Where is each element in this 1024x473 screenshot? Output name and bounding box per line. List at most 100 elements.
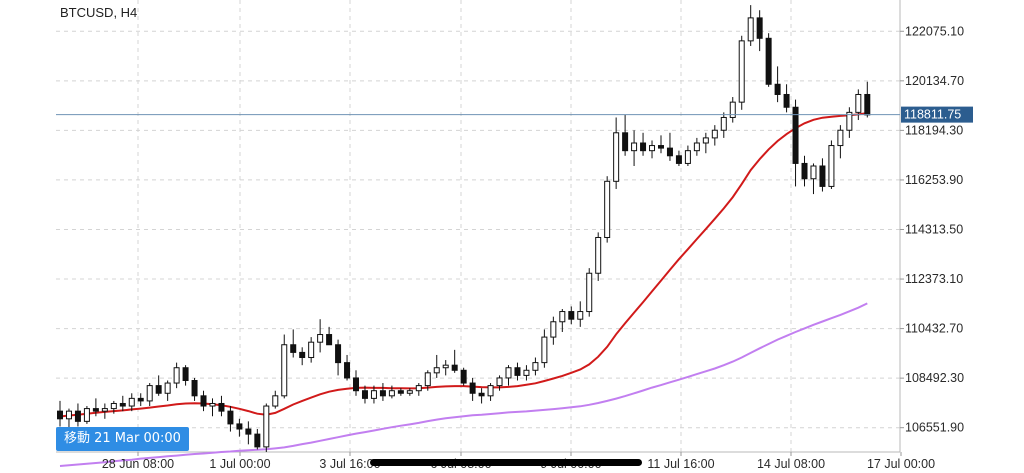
candle-body xyxy=(83,408,90,422)
candle xyxy=(568,306,575,325)
candle xyxy=(209,398,216,417)
candle-body xyxy=(693,142,700,152)
candle xyxy=(388,385,395,399)
candle xyxy=(110,400,117,414)
candle-body xyxy=(532,362,539,371)
candle xyxy=(828,140,835,189)
candle xyxy=(846,107,853,138)
candle xyxy=(514,362,521,381)
candle-body xyxy=(173,367,180,384)
candle-body xyxy=(738,40,745,103)
candle xyxy=(541,329,548,368)
candles-series xyxy=(57,5,871,452)
candle xyxy=(604,176,611,243)
candle-body xyxy=(792,106,799,164)
candle xyxy=(801,155,808,187)
candle-body xyxy=(657,145,664,149)
goto-date-badge[interactable]: 移動 21 Mar 00:00 xyxy=(56,427,189,451)
price-axis[interactable]: 122075.10 120134.70 118194.30 116253.90 1143… xyxy=(900,24,964,435)
candle xyxy=(101,403,108,419)
candle xyxy=(173,362,180,389)
price-tick-label: 114313.50 xyxy=(905,222,963,236)
candle xyxy=(523,365,530,381)
candle-body xyxy=(101,408,108,412)
candle xyxy=(720,112,727,138)
candle-body xyxy=(92,408,99,412)
candle-body xyxy=(550,321,557,338)
chart-title: BTCUSD, H4 xyxy=(60,5,137,20)
ma-slow-series xyxy=(59,302,868,467)
candle xyxy=(810,163,817,195)
candle xyxy=(729,97,736,123)
candle xyxy=(622,114,629,156)
candle-body xyxy=(146,385,153,402)
candle-body xyxy=(370,390,377,399)
candle xyxy=(640,132,647,156)
candle-body xyxy=(613,132,620,182)
candle xyxy=(227,406,234,432)
candle xyxy=(155,375,162,396)
candle-body xyxy=(433,367,440,374)
candle-body xyxy=(684,150,691,164)
candle-body xyxy=(774,83,781,95)
candle xyxy=(792,99,799,187)
candle xyxy=(191,377,198,401)
candle xyxy=(263,403,270,452)
candle-body xyxy=(711,129,718,139)
candle xyxy=(649,140,656,159)
time-tick-label: 17 Jul 00:00 xyxy=(867,457,935,471)
candle xyxy=(496,375,503,391)
candle-body xyxy=(353,377,360,392)
time-tick-label: 11 Jul 16:00 xyxy=(647,457,714,471)
candle xyxy=(254,429,261,450)
candle xyxy=(595,232,602,281)
candle-body xyxy=(236,423,243,430)
price-tick-label: 108492.30 xyxy=(905,371,964,385)
candle-body xyxy=(819,165,826,187)
candle xyxy=(666,132,673,161)
candle-body xyxy=(864,93,871,116)
candle-body xyxy=(783,93,790,108)
candle-body xyxy=(837,129,844,147)
candle xyxy=(711,125,718,146)
candle-body xyxy=(729,101,736,118)
candle xyxy=(586,268,593,317)
candle xyxy=(442,360,449,376)
candle xyxy=(119,395,126,412)
candle-body xyxy=(487,385,494,397)
candle xyxy=(505,365,512,386)
candle xyxy=(182,365,189,386)
candle-body xyxy=(344,362,351,379)
candle-body xyxy=(586,272,593,313)
candle-body xyxy=(604,180,611,238)
candle-body xyxy=(478,392,485,397)
candle-body xyxy=(227,410,234,425)
scroll-indicator[interactable] xyxy=(370,459,642,466)
ma-slow-line xyxy=(59,302,868,467)
candle xyxy=(819,158,826,192)
candle xyxy=(92,398,99,417)
candle xyxy=(532,357,539,376)
candle-body xyxy=(191,379,198,397)
candle-body xyxy=(335,344,342,364)
candle xyxy=(236,418,243,437)
candle xyxy=(738,35,745,110)
candle-body xyxy=(523,369,530,376)
candle-body xyxy=(182,367,189,381)
ma-fast-series xyxy=(59,112,868,418)
candle xyxy=(451,349,458,373)
candle-body xyxy=(263,405,270,448)
candle xyxy=(424,370,431,391)
candle xyxy=(550,316,557,345)
candle xyxy=(326,326,333,346)
candle-body xyxy=(559,311,566,323)
time-tick-label: 1 Jul 00:00 xyxy=(209,457,270,471)
price-label-text: 118811.75 xyxy=(904,108,961,122)
candle xyxy=(290,329,297,358)
price-label-box xyxy=(901,106,973,123)
candle xyxy=(83,406,90,424)
candle xyxy=(370,385,377,404)
candle-body xyxy=(415,385,422,392)
candle xyxy=(74,403,81,427)
